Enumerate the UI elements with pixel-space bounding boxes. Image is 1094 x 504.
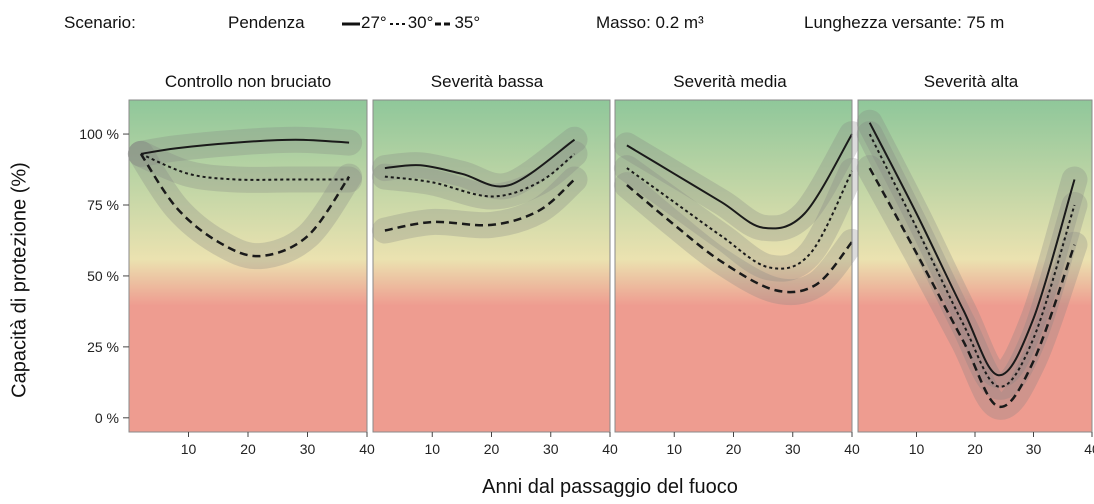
series-line-35: [139, 153, 351, 258]
length-label: Lunghezza versante: 75 m: [804, 13, 1005, 32]
legend-dashed-line-icon: [435, 22, 454, 26]
y-tick-label: 0 %: [95, 410, 119, 426]
x-tick-label: 10: [424, 441, 440, 457]
x-tick-label: 40: [1084, 441, 1094, 457]
panel-title-high-severity: Severità alta: [923, 72, 1019, 91]
scenario-label: Scenario:: [64, 13, 136, 32]
x-tick-label: 20: [240, 441, 256, 457]
panel-title-unburned: Controllo non bruciato: [164, 72, 332, 91]
series-line-30: [384, 153, 576, 198]
x-tick-label: 40: [602, 441, 618, 457]
legend: 27° 30° 35°: [342, 13, 482, 33]
series-line-27: [140, 138, 350, 155]
panel-background: [615, 100, 852, 432]
panel-title-medium-severity: Severità media: [673, 72, 787, 91]
y-tick-label: 25 %: [87, 339, 119, 355]
series-line-27: [384, 138, 576, 188]
y-axis-label: Capacità di protezione (%): [8, 162, 31, 398]
x-tick-label: 10: [666, 441, 682, 457]
x-tick-label: 20: [484, 441, 500, 457]
series-line-27: [626, 133, 853, 230]
legend-solid-line-icon: [342, 22, 360, 26]
legend-item-30: 30°: [389, 13, 434, 33]
y-tick-label: 50 %: [87, 268, 119, 284]
x-tick-label: 10: [181, 441, 197, 457]
legend-label-35: 35°: [454, 13, 481, 32]
x-tick-label: 30: [300, 441, 316, 457]
slope-label: Pendenza: [228, 13, 305, 32]
x-tick-label: 30: [1026, 441, 1042, 457]
x-tick-label: 10: [909, 441, 925, 457]
y-tick-label: 75 %: [87, 197, 119, 213]
x-tick-label: 20: [726, 441, 742, 457]
confidence-band: [856, 121, 1088, 400]
series-line-35: [626, 184, 853, 294]
legend-label-30: 30°: [407, 13, 434, 32]
x-tick-label: 30: [543, 441, 559, 457]
panel-background: [373, 100, 610, 432]
legend-item-27: 27°: [342, 13, 387, 33]
mass-label: Masso: 0.2 m³: [596, 13, 704, 32]
legend-item-35: 35°: [435, 13, 480, 33]
confidence-band: [856, 155, 1088, 420]
panel-background: [129, 100, 367, 432]
legend-dotted-line-icon: [389, 23, 407, 25]
y-tick-label: 100 %: [79, 126, 119, 142]
x-tick-label: 40: [359, 441, 375, 457]
x-tick-label: 40: [844, 441, 860, 457]
series-line-35: [384, 178, 576, 232]
x-axis-label: Anni dal passaggio del fuoco: [482, 476, 738, 498]
series-line-27: [868, 122, 1076, 377]
x-tick-label: 30: [785, 441, 801, 457]
legend-label-27: 27°: [361, 13, 387, 32]
confidence-band: [127, 140, 363, 193]
series-line-30: [626, 167, 853, 270]
panel-title-low-severity: Severità bassa: [430, 72, 544, 91]
panel-background: [858, 100, 1092, 432]
x-tick-label: 20: [967, 441, 983, 457]
